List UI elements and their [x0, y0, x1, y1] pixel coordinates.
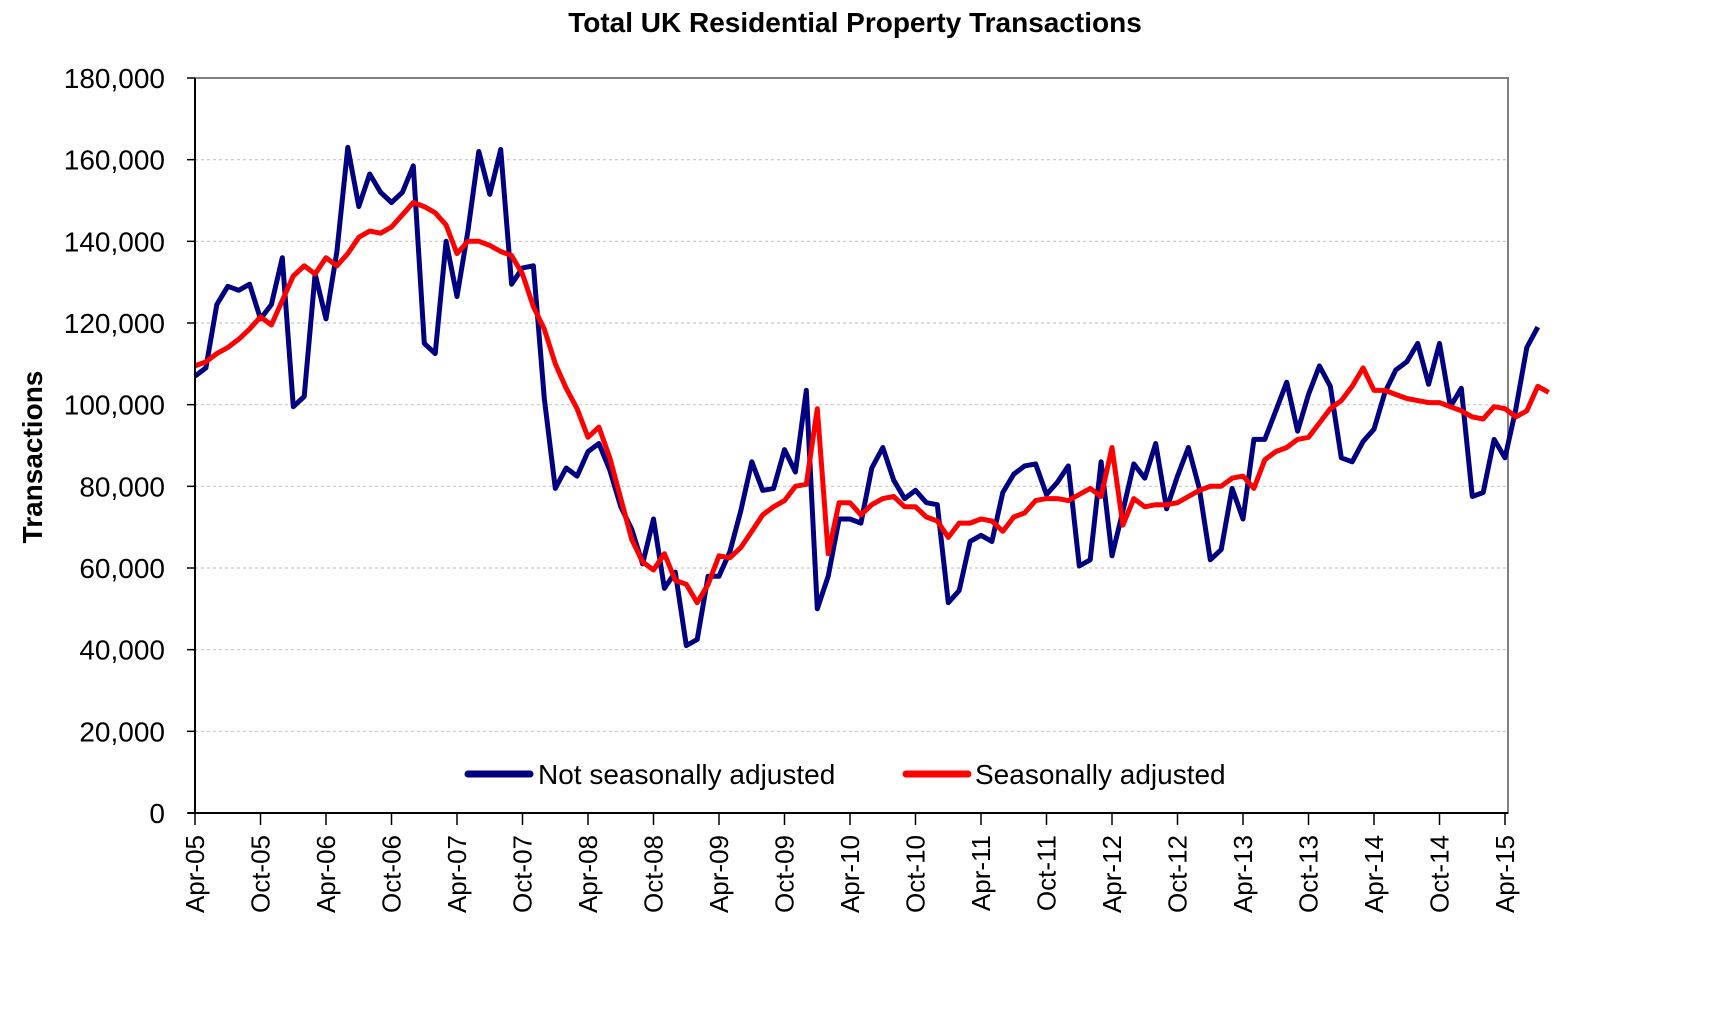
legend-label-seasonally-adjusted: Seasonally adjusted: [975, 759, 1226, 790]
x-tick-label: Oct-11: [1032, 835, 1062, 911]
legend-item-not-seasonally-adjusted: Not seasonally adjusted: [464, 759, 835, 790]
chart-title: Total UK Residential Property Transactio…: [568, 7, 1142, 38]
x-tick-label: Oct-05: [246, 835, 276, 913]
x-tick-label: Apr-08: [573, 835, 603, 913]
series-layer: [193, 144, 1550, 649]
y-axis-ticks: 0 20,000 40,000 60,000 80,000 100,000 120,000 1…: [64, 63, 195, 829]
y-tick-label: 180,000: [64, 63, 165, 94]
x-tick-label: Apr-13: [1228, 835, 1258, 913]
x-tick-label: Apr-09: [704, 835, 734, 913]
series-line-not-seasonally-adjusted: [193, 144, 1541, 649]
y-tick-label: 80,000: [79, 471, 165, 502]
y-axis-label: Transactions: [17, 371, 48, 544]
x-tick-label: Apr-10: [835, 835, 865, 913]
x-tick-label: Oct-13: [1294, 835, 1324, 913]
y-tick-label: 60,000: [79, 553, 165, 584]
x-tick-label: Apr-06: [311, 835, 341, 913]
x-tick-label: Oct-12: [1163, 835, 1193, 913]
x-tick-label: Apr-05: [180, 835, 210, 913]
x-tick-label: Apr-14: [1359, 835, 1389, 913]
x-tick-label: Apr-15: [1490, 835, 1520, 913]
y-tick-label: 140,000: [64, 226, 165, 257]
y-tick-label: 20,000: [79, 716, 165, 747]
y-tick-label: 100,000: [64, 390, 165, 421]
y-tick-label: 0: [149, 798, 165, 829]
x-tick-label: Apr-11: [966, 835, 996, 911]
legend: Not seasonally adjusted Seasonally adjus…: [464, 759, 1226, 790]
x-tick-label: Oct-06: [377, 835, 407, 913]
x-tick-label: Oct-10: [901, 835, 931, 913]
gridlines: [195, 159, 1508, 732]
x-tick-label: Oct-09: [770, 835, 800, 913]
plot-area: [194, 77, 1509, 814]
x-tick-label: Oct-07: [508, 835, 538, 913]
legend-label-not-seasonally-adjusted: Not seasonally adjusted: [538, 759, 835, 790]
x-tick-label: Apr-07: [442, 835, 472, 913]
x-axis-ticks: Apr-05 Oct-05 Apr-06 Oct-06 Apr-07 Oct-07 Apr-…: [180, 813, 1520, 913]
x-tick-label: Apr-12: [1097, 835, 1127, 913]
x-tick-label: Oct-08: [639, 835, 669, 913]
y-tick-label: 40,000: [79, 635, 165, 666]
x-tick-label: Oct-14: [1425, 835, 1455, 913]
legend-item-seasonally-adjusted: Seasonally adjusted: [902, 759, 1226, 790]
y-tick-label: 120,000: [64, 308, 165, 339]
y-tick-label: 160,000: [64, 145, 165, 176]
series-line-seasonally-adjusted: [194, 200, 1550, 606]
plot-border: [194, 77, 1509, 814]
